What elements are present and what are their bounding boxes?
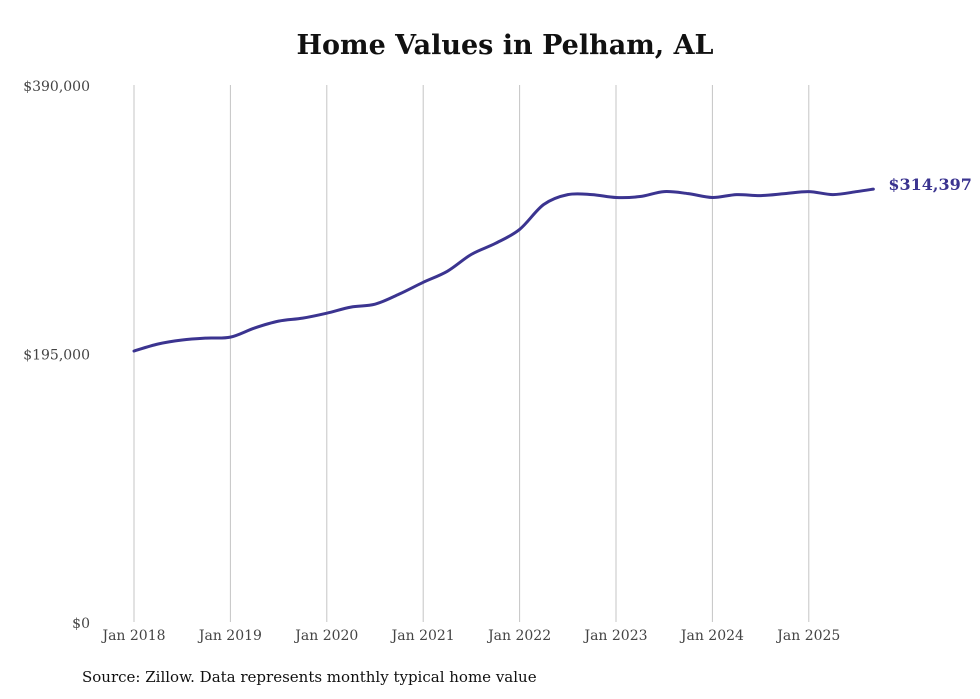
y-tick-label: $195,000 — [23, 348, 90, 364]
y-tick-label: $390,000 — [23, 79, 90, 95]
y-tick-label: $0 — [72, 616, 90, 632]
series-line — [132, 187, 875, 353]
x-tick-label: Jan 2018 — [100, 628, 165, 644]
source-note: Source: Zillow. Data represents monthly … — [82, 668, 537, 686]
x-tick-label: Jan 2023 — [582, 628, 647, 644]
x-tick-label: Jan 2019 — [197, 628, 262, 644]
end-value-label: $314,397 — [888, 175, 972, 194]
x-tick-label: Jan 2025 — [775, 628, 840, 644]
x-tick-label: Jan 2024 — [679, 628, 744, 644]
chart-title: Home Values in Pelham, AL — [296, 30, 714, 61]
x-tick-label: Jan 2022 — [486, 628, 551, 644]
x-tick-label: Jan 2020 — [293, 628, 358, 644]
x-tick-label: Jan 2021 — [390, 628, 455, 644]
